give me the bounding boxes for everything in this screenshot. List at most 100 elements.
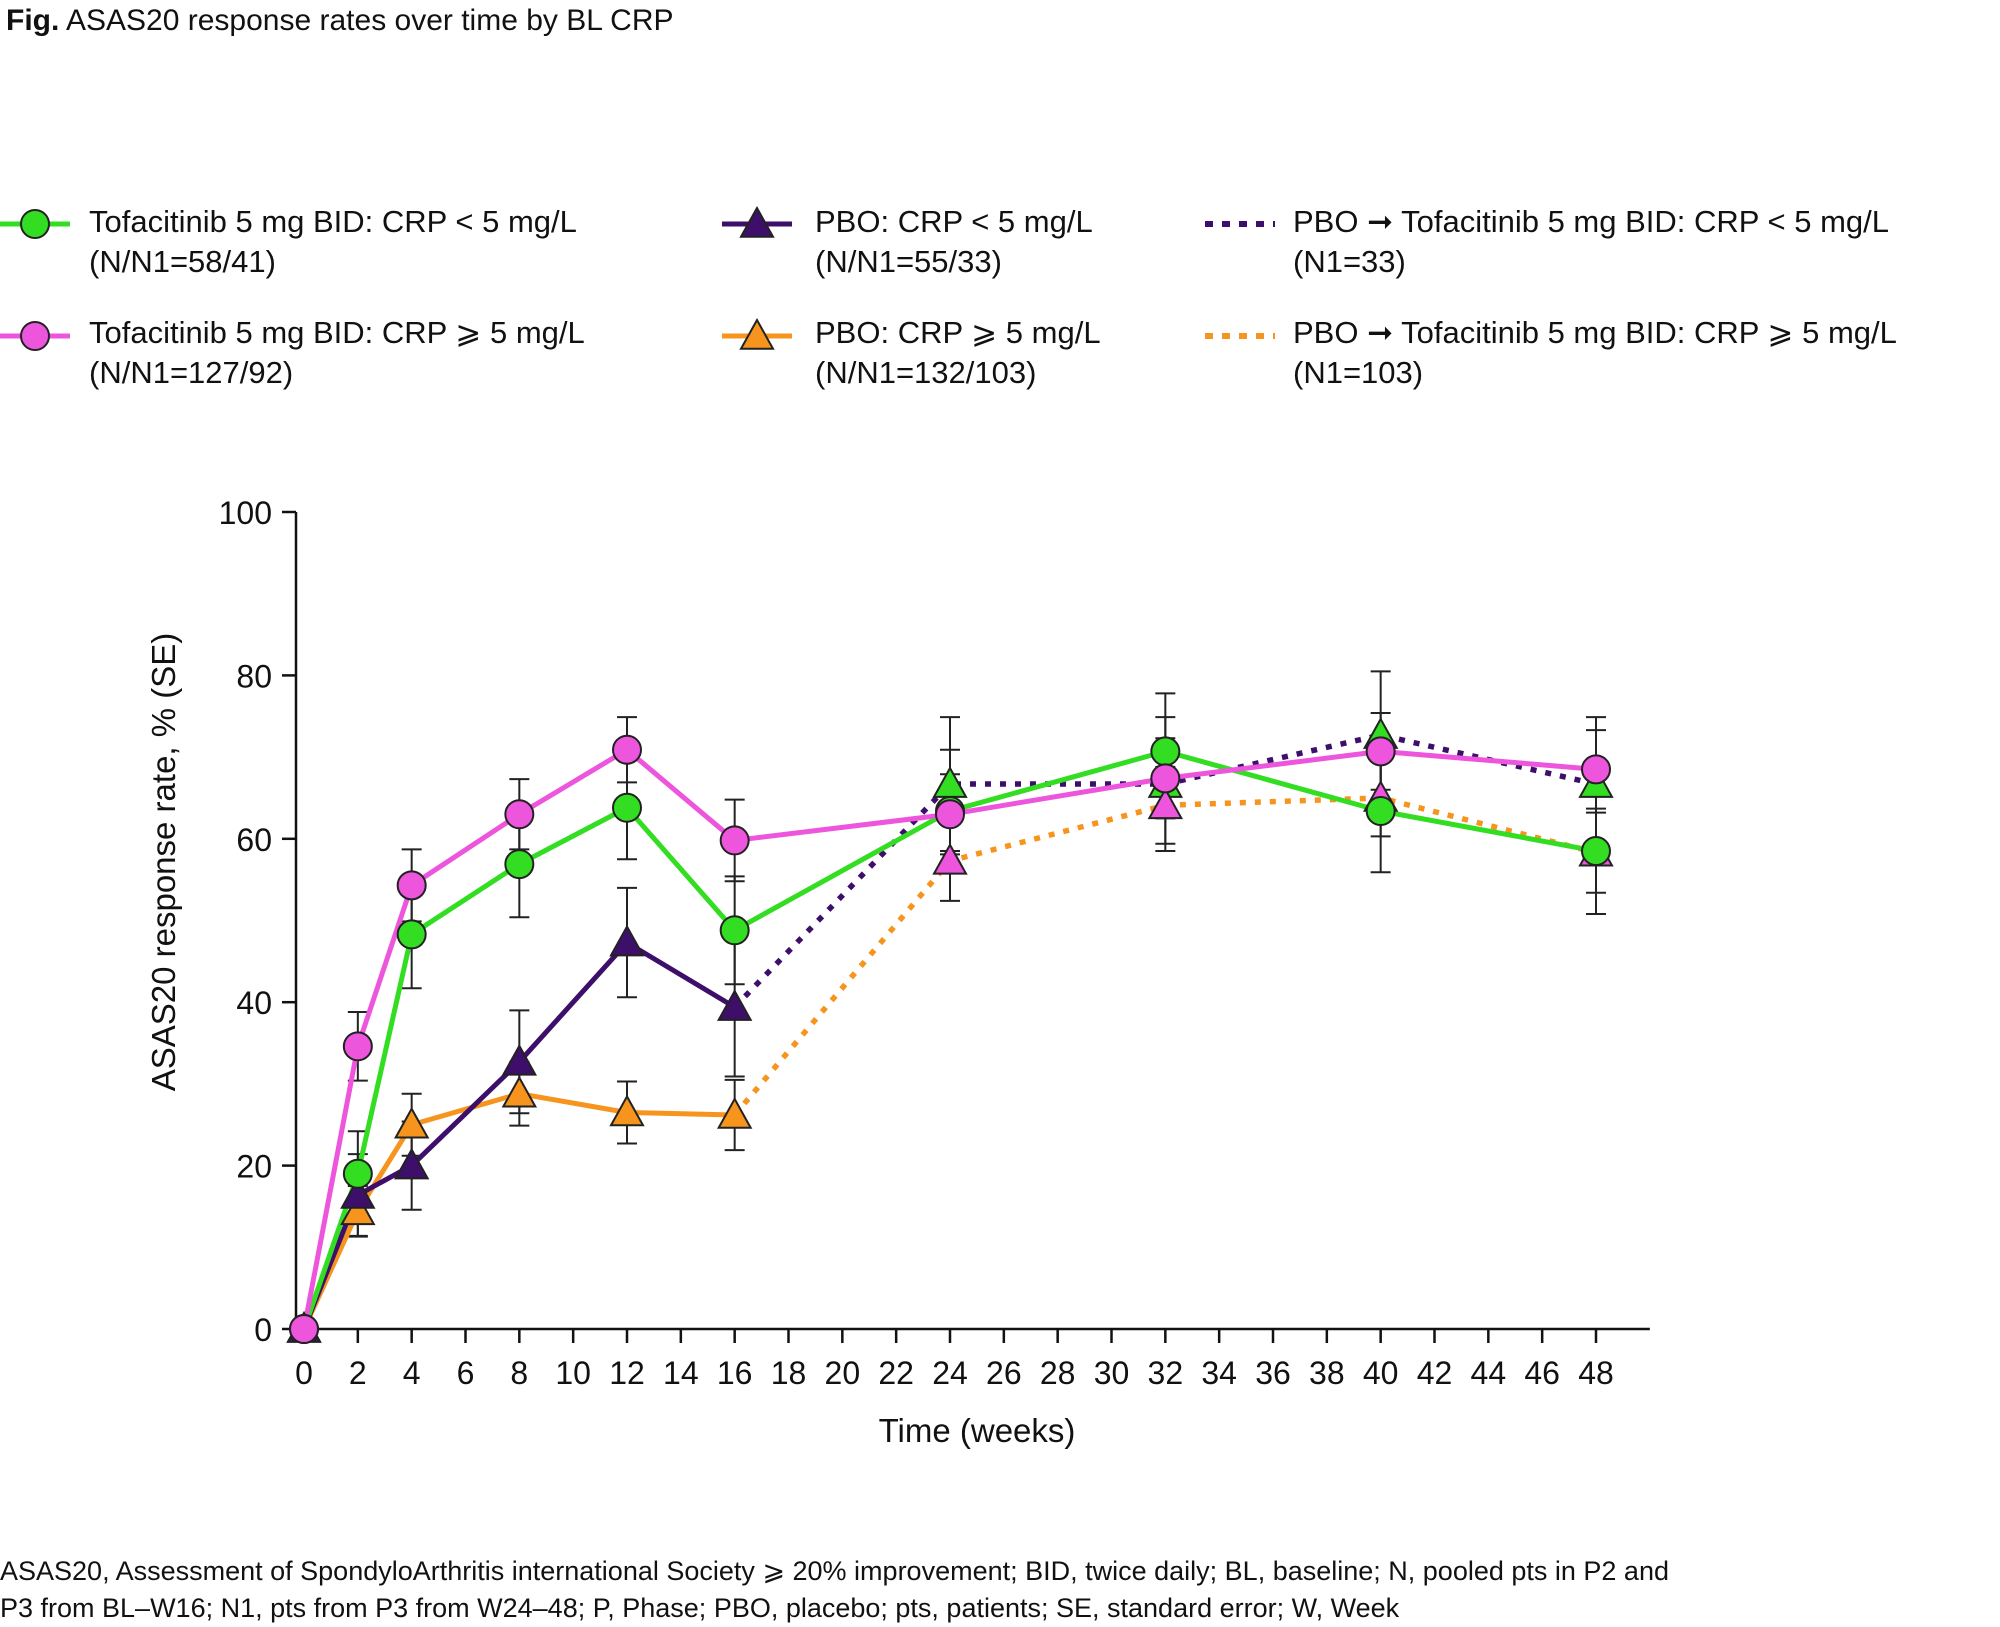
legend-swatch-1	[0, 321, 70, 351]
x-tick-label: 0	[295, 1355, 313, 1391]
data-point	[1147, 787, 1184, 820]
x-tick-label: 10	[555, 1355, 591, 1391]
data-point	[1150, 736, 1181, 767]
series-markers-5	[932, 779, 1614, 875]
legend-line1: PBO ➞ Tofacitinib 5 mg BID: CRP ⩾ 5 mg/L	[1293, 315, 1897, 350]
y-tick-label: 80	[236, 658, 272, 694]
data-point	[342, 1158, 373, 1189]
y-tick-label: 40	[236, 985, 272, 1021]
x-tick-label: 2	[349, 1355, 367, 1391]
data-point	[716, 989, 753, 1021]
x-tick-label: 32	[1148, 1355, 1184, 1391]
data-point	[501, 1075, 538, 1108]
legend-label-tofa-crp-high: Tofacitinib 5 mg BID: CRP ⩾ 5 mg/L (N/N1…	[89, 313, 585, 393]
legend-marker	[20, 321, 50, 351]
x-tick-label: 44	[1471, 1355, 1507, 1391]
legend-line2: (N1=33)	[1293, 244, 1406, 279]
data-point	[1365, 736, 1396, 767]
data-point	[932, 766, 968, 798]
data-point	[396, 870, 427, 901]
data-point	[719, 915, 750, 946]
x-tick-label: 24	[932, 1355, 968, 1391]
data-point	[935, 799, 965, 830]
series-line-3	[301, 1091, 735, 1331]
data-point	[1365, 796, 1396, 827]
x-tick-label: 26	[986, 1355, 1022, 1391]
footnote-line-1: ASAS20, Assessment of SpondyloArthritis …	[0, 1556, 1669, 1586]
legend-label-switch-crp-high: PBO ➞ Tofacitinib 5 mg BID: CRP ⩾ 5 mg/L…	[1293, 313, 1897, 393]
data-point	[340, 1193, 376, 1226]
x-tick-label: 34	[1201, 1355, 1237, 1391]
x-tick-label: 28	[1040, 1355, 1076, 1391]
error-bars-0	[347, 692, 1606, 1218]
x-tick-label: 20	[825, 1355, 861, 1391]
legend-line1: Tofacitinib 5 mg BID: CRP ⩾ 5 mg/L	[89, 315, 585, 350]
figure-title-text: ASAS20 response rates over time by BL CR…	[59, 4, 674, 37]
data-point	[609, 924, 645, 957]
data-point	[504, 799, 535, 830]
data-point	[393, 1147, 430, 1180]
data-point	[609, 1094, 645, 1127]
data-point	[719, 825, 750, 856]
legend-marker	[20, 209, 50, 239]
data-point	[342, 1031, 373, 1062]
data-point	[289, 1314, 319, 1344]
x-tick-label: 18	[771, 1355, 807, 1391]
x-tick-label: 48	[1578, 1355, 1614, 1391]
x-axis-title: Time (weeks)	[879, 1412, 1076, 1449]
data-point	[612, 792, 642, 823]
x-tick-label: 6	[457, 1355, 475, 1391]
legend-marker	[739, 205, 775, 238]
legend-line2: (N/N1=55/33)	[815, 244, 1002, 279]
legend-line1: PBO: CRP < 5 mg/L	[815, 204, 1093, 239]
legend-label-switch-crp-low: PBO ➞ Tofacitinib 5 mg BID: CRP < 5 mg/L…	[1293, 202, 1889, 282]
x-tick-label: 30	[1094, 1355, 1130, 1391]
legend-marker	[739, 317, 775, 350]
x-tick-label: 36	[1255, 1355, 1291, 1391]
data-point	[1581, 836, 1611, 867]
footnote: ASAS20, Assessment of SpondyloArthritis …	[0, 1553, 1995, 1627]
x-tick-label: 42	[1417, 1355, 1453, 1391]
x-tick-label: 40	[1363, 1355, 1399, 1391]
y-tick-label: 60	[236, 822, 272, 858]
y-tick-label: 100	[219, 495, 272, 531]
data-point	[1150, 763, 1181, 794]
data-point	[932, 842, 968, 875]
chart-series	[286, 670, 1614, 1344]
footnote-line-2: P3 from BL–W16; N1, pts from P3 from W24…	[0, 1593, 1400, 1623]
x-tick-label: 38	[1309, 1355, 1345, 1391]
x-tick-label: 46	[1524, 1355, 1560, 1391]
series-line-1	[301, 747, 1597, 1330]
data-point	[504, 849, 535, 880]
legend-label-pbo-crp-low: PBO: CRP < 5 mg/L (N/N1=55/33)	[815, 202, 1093, 282]
data-point	[612, 734, 642, 765]
figure-title: Fig. ASAS20 response rates over time by …	[6, 2, 674, 40]
x-tick-label: 22	[878, 1355, 914, 1391]
y-tick-label: 20	[236, 1149, 272, 1185]
legend-swatch-2	[722, 205, 792, 238]
x-tick-label: 4	[403, 1355, 421, 1391]
legend-line2: (N/N1=127/92)	[89, 355, 294, 390]
data-point	[1581, 754, 1611, 785]
data-point	[396, 919, 427, 950]
y-axis-title: ASAS20 response rate, % (SE)	[145, 633, 182, 1092]
y-tick-label: 0	[254, 1312, 272, 1348]
x-tick-label: 8	[510, 1355, 528, 1391]
legend-line1: Tofacitinib 5 mg BID: CRP < 5 mg/L	[89, 204, 577, 239]
legend-line2: (N1=103)	[1293, 355, 1424, 390]
legend-swatch-3	[722, 317, 792, 350]
series-line-0	[301, 748, 1597, 1330]
legend-swatch-0	[0, 209, 70, 239]
legend-label-tofa-crp-low: Tofacitinib 5 mg BID: CRP < 5 mg/L (N/N1…	[89, 202, 577, 282]
legend-line2: (N/N1=58/41)	[89, 244, 276, 279]
data-point	[393, 1106, 430, 1139]
figure-title-bold: Fig.	[6, 4, 60, 37]
legend-line1: PBO: CRP ⩾ 5 mg/L	[815, 315, 1101, 350]
data-point	[340, 1176, 376, 1209]
series-markers-1	[289, 734, 1611, 1344]
error-bars-1	[347, 711, 1606, 1082]
legend-swatches	[0, 205, 1275, 351]
x-tick-label: 16	[717, 1355, 753, 1391]
